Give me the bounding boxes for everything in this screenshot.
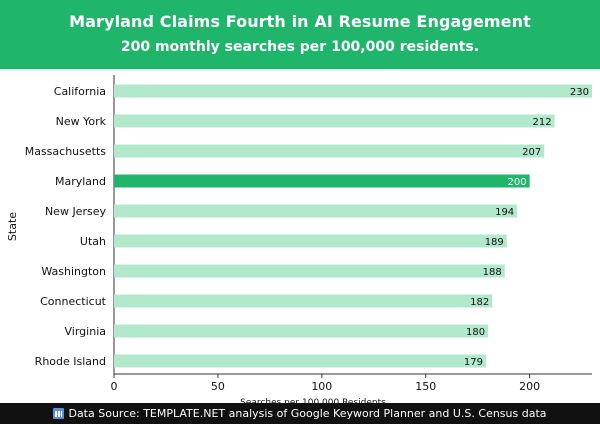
footer-bar: Data Source: TEMPLATE.NET analysis of Go… [0, 403, 600, 424]
x-tick-label: 100 [311, 380, 332, 393]
data-label: 179 [464, 357, 483, 368]
category-label: Washington [41, 265, 106, 278]
data-label: 212 [532, 117, 551, 128]
y-axis-title: State [6, 212, 19, 241]
data-label: 182 [470, 297, 489, 308]
bar-maryland [114, 174, 530, 188]
bar-new-york [114, 114, 555, 128]
bar-chart-icon [53, 408, 65, 419]
category-label: Massachusetts [25, 145, 107, 158]
category-label: Utah [80, 235, 106, 248]
chart-subtitle: 200 monthly searches per 100,000 residen… [120, 39, 480, 55]
category-label: New York [56, 115, 107, 128]
x-axis-title: Searches per 100,000 Residents [240, 398, 386, 403]
data-label: 230 [570, 87, 589, 98]
data-label: 194 [495, 207, 514, 218]
bar-rhode-island [114, 354, 487, 368]
bar-new-jersey [114, 204, 518, 218]
bar-washington [114, 264, 505, 278]
x-tick-label: 0 [111, 380, 118, 393]
category-label: Connecticut [40, 295, 107, 308]
category-label: Maryland [55, 175, 106, 188]
category-label: Rhode Island [35, 355, 106, 368]
bar-california [114, 84, 592, 98]
data-label: 207 [522, 147, 541, 158]
data-label: 188 [483, 267, 502, 278]
bar-chart: California 230 New York 212 Massachusetts 207… [6, 75, 592, 403]
chart-header: Maryland Claims Fourth in AI Resume Enga… [0, 0, 600, 69]
data-source-text: Data Source: TEMPLATE.NET analysis of Go… [68, 407, 547, 420]
data-label: 189 [485, 237, 504, 248]
data-label: 200 [508, 177, 527, 188]
category-label: Virginia [65, 325, 106, 338]
category-label: New Jersey [45, 205, 107, 218]
x-tick-label: 50 [211, 380, 225, 393]
bar-connecticut [114, 294, 493, 308]
bar-utah [114, 234, 507, 248]
data-label: 180 [466, 327, 485, 338]
bar-massachusetts [114, 144, 545, 158]
x-tick-label: 150 [415, 380, 436, 393]
bar-virginia [114, 324, 489, 338]
x-tick-label: 200 [519, 380, 540, 393]
category-label: California [54, 85, 106, 98]
chart-title: Maryland Claims Fourth in AI Resume Enga… [69, 12, 531, 31]
